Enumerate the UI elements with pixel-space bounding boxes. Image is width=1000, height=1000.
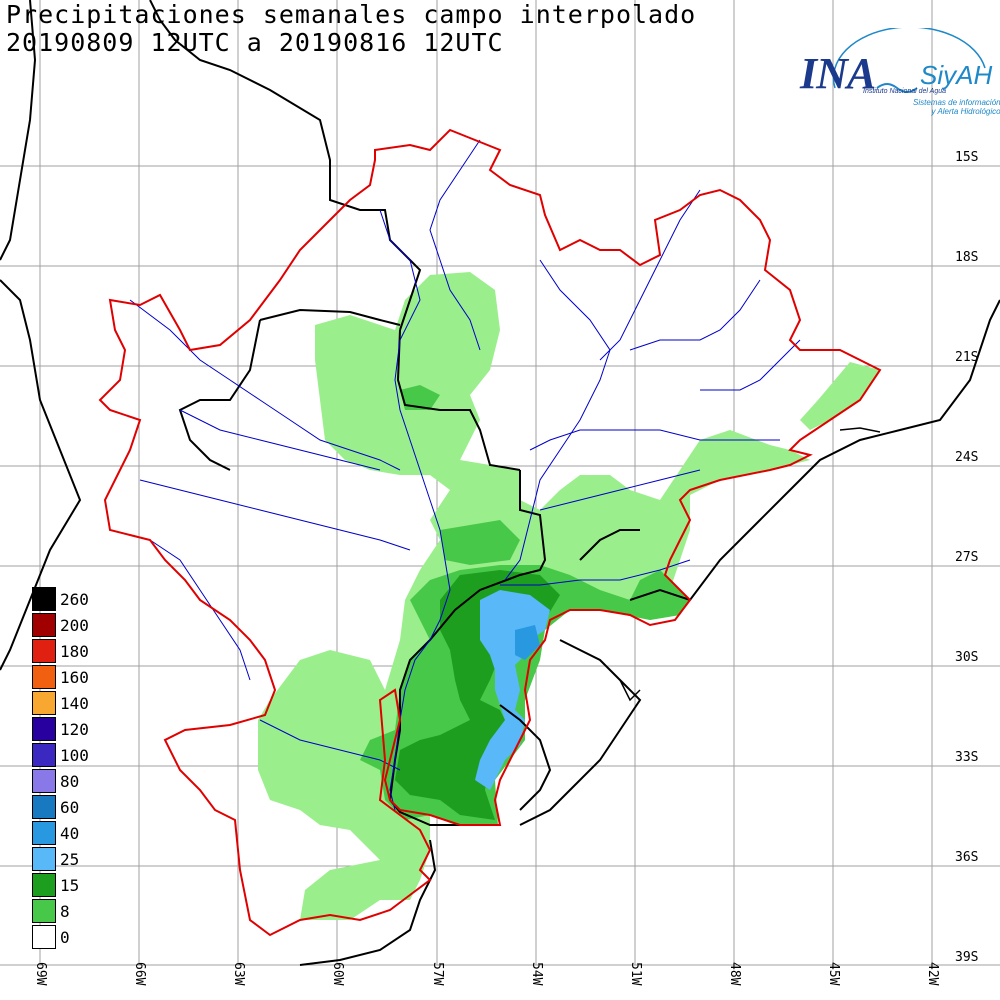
- precip-steel-blue: [515, 625, 540, 660]
- legend-label: 40: [60, 824, 80, 843]
- legend-item: 80: [32, 769, 102, 795]
- logo-tagline: Sistemas de información y Alerta Hidroló…: [913, 98, 1000, 116]
- legend-label: 8: [60, 902, 70, 921]
- lon-label: 57W: [430, 962, 445, 986]
- logo-institution: Instituto Nacional del Agua: [863, 88, 947, 95]
- legend-item: 25: [32, 847, 102, 873]
- map-date-range: 20190809 12UTC a 20190816 12UTC: [6, 28, 504, 57]
- legend-label: 100: [60, 746, 89, 765]
- legend-label: 140: [60, 694, 89, 713]
- lon-label: 63W: [231, 962, 246, 986]
- legend-item: 0: [32, 925, 102, 951]
- legend-item: 200: [32, 613, 102, 639]
- lon-label: 66W: [132, 962, 147, 986]
- lon-label: 60W: [330, 962, 345, 986]
- logo-brand: INA: [800, 49, 876, 98]
- map-title: Precipitaciones semanales campo interpol…: [6, 0, 697, 29]
- lon-label: 54W: [529, 962, 544, 986]
- legend-swatch: [32, 925, 56, 949]
- legend-label: 25: [60, 850, 80, 869]
- coast-islands: [619, 427, 881, 702]
- legend-item: 180: [32, 639, 102, 665]
- legend-item: 160: [32, 665, 102, 691]
- lon-label: 69W: [33, 962, 48, 986]
- legend-item: 140: [32, 691, 102, 717]
- lon-label: 42W: [925, 962, 940, 986]
- legend-item: 260: [32, 587, 102, 613]
- ina-siyah-logo: INA SiyAH Instituto Nacional del Agua Si…: [795, 28, 1000, 128]
- legend-swatch: [32, 717, 56, 741]
- lat-label: 33S: [955, 750, 979, 765]
- logo-tagline-2: y Alerta Hidrológico: [931, 107, 1000, 116]
- basin-outline: [98, 128, 882, 937]
- lon-label: 48W: [727, 962, 742, 986]
- legend-swatch: [32, 613, 56, 637]
- legend-item: 8: [32, 899, 102, 925]
- rivers: [129, 139, 801, 811]
- lat-label: 30S: [955, 650, 979, 665]
- legend-label: 80: [60, 772, 80, 791]
- logo-swirl-icon: [832, 28, 986, 93]
- legend-label: 60: [60, 798, 80, 817]
- legend-swatch: [32, 769, 56, 793]
- legend-item: 60: [32, 795, 102, 821]
- precip-light-blue: [475, 590, 550, 790]
- lat-label: 36S: [955, 850, 979, 865]
- legend-swatch: [32, 847, 56, 871]
- legend-item: 15: [32, 873, 102, 899]
- legend-item: 40: [32, 821, 102, 847]
- lat-label: 24S: [955, 450, 979, 465]
- color-legend: 260 200 180 160 140 120 100 80 60 40 25 15 8 0: [32, 587, 102, 951]
- legend-swatch: [32, 899, 56, 923]
- legend-swatch: [32, 873, 56, 897]
- lat-label: 18S: [955, 250, 979, 265]
- legend-label: 180: [60, 642, 89, 661]
- legend-swatch: [32, 639, 56, 663]
- legend-label: 15: [60, 876, 80, 895]
- lon-label: 51W: [628, 962, 643, 986]
- lat-label: 27S: [955, 550, 979, 565]
- legend-item: 100: [32, 743, 102, 769]
- legend-swatch: [32, 795, 56, 819]
- logo-system: SiyAH: [920, 60, 993, 90]
- legend-label: 160: [60, 668, 89, 687]
- legend-swatch: [32, 587, 56, 611]
- logo-tagline-1: Sistemas de información: [913, 98, 1000, 107]
- lat-label: 39S: [955, 950, 979, 965]
- lat-label: 15S: [955, 150, 979, 165]
- legend-label: 200: [60, 616, 89, 635]
- legend-swatch: [32, 691, 56, 715]
- legend-swatch: [32, 821, 56, 845]
- lat-label: 21S: [955, 350, 979, 365]
- lon-label: 45W: [826, 962, 841, 986]
- legend-item: 120: [32, 717, 102, 743]
- legend-label: 120: [60, 720, 89, 739]
- legend-swatch: [32, 665, 56, 689]
- legend-label: 0: [60, 928, 70, 947]
- legend-swatch: [32, 743, 56, 767]
- legend-label: 260: [60, 590, 89, 609]
